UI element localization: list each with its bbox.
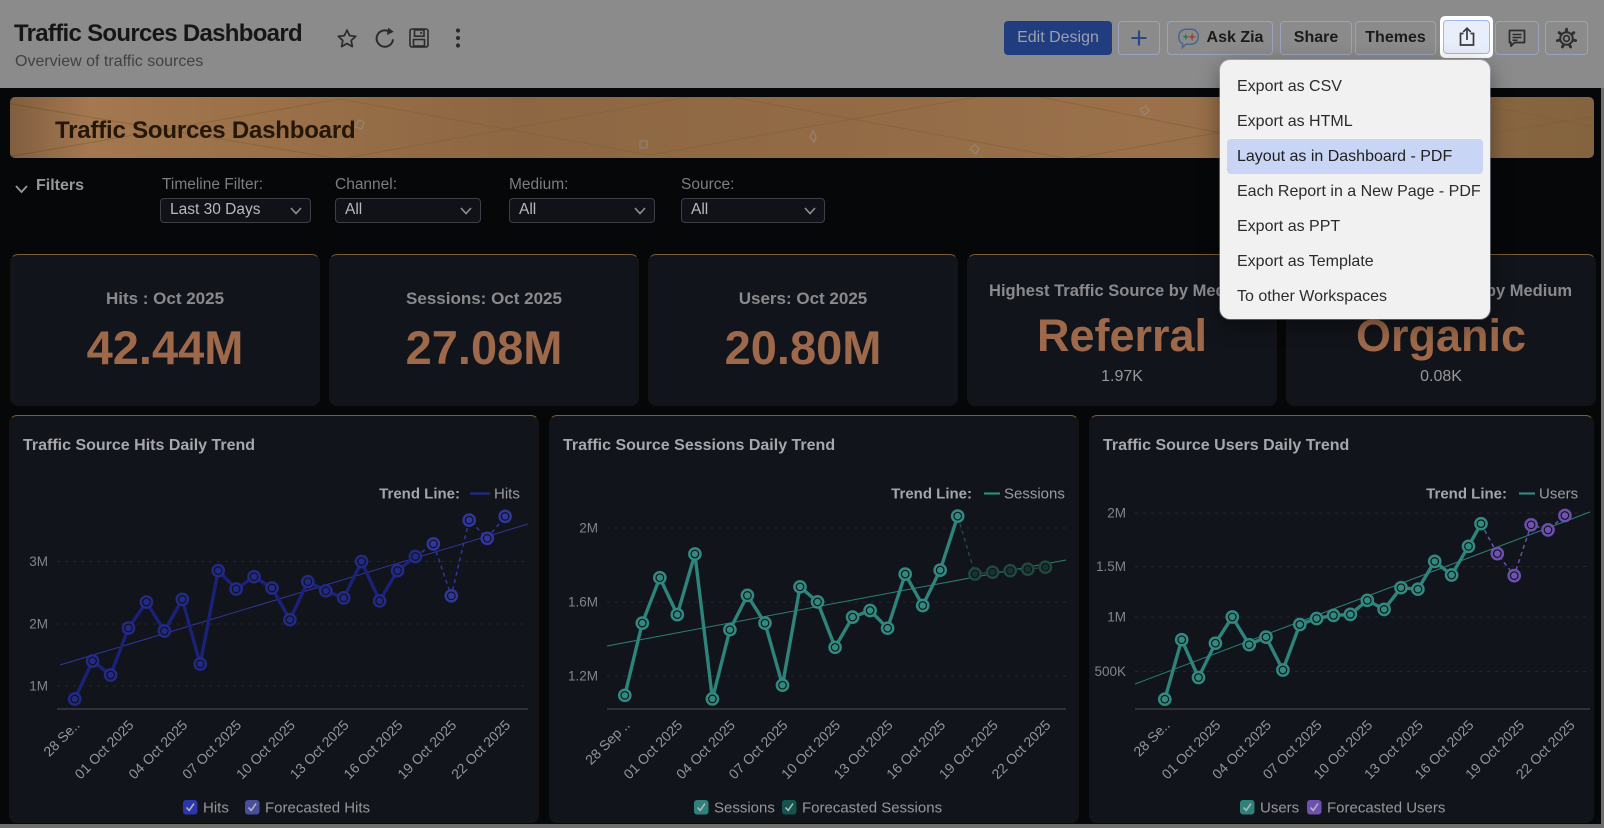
svg-text:500K: 500K [1094,664,1126,679]
svg-text:1.6M: 1.6M [568,595,598,610]
svg-text:Hits: Hits [203,800,229,817]
svg-text:28 Se..: 28 Se.. [40,717,83,760]
svg-text:Forecasted Hits: Forecasted Hits [265,800,370,817]
svg-text:Sessions: Sessions [714,800,775,817]
svg-text:1.2M: 1.2M [568,669,598,684]
svg-text:Users: Users [1260,800,1299,817]
svg-text:Sessions: Sessions [1004,486,1065,503]
svg-text:28 Sep ..: 28 Sep .. [582,717,633,768]
svg-text:Forecasted Sessions: Forecasted Sessions [802,800,942,817]
svg-text:3M: 3M [29,554,48,569]
svg-text:Forecasted Users: Forecasted Users [1327,800,1445,817]
svg-text:Hits: Hits [494,486,520,503]
svg-text:28 Se..: 28 Se.. [1130,717,1173,760]
svg-text:1M: 1M [29,679,48,694]
svg-text:1.5M: 1.5M [1096,559,1126,574]
svg-text:1M: 1M [1107,610,1126,625]
svg-text:Trend Line:: Trend Line: [891,486,972,503]
svg-text:Users: Users [1539,486,1578,503]
svg-text:Trend Line:: Trend Line: [379,486,460,503]
svg-text:2M: 2M [29,617,48,632]
svg-text:Trend Line:: Trend Line: [1426,486,1507,503]
svg-text:2M: 2M [1107,506,1126,521]
svg-text:2M: 2M [579,521,598,536]
